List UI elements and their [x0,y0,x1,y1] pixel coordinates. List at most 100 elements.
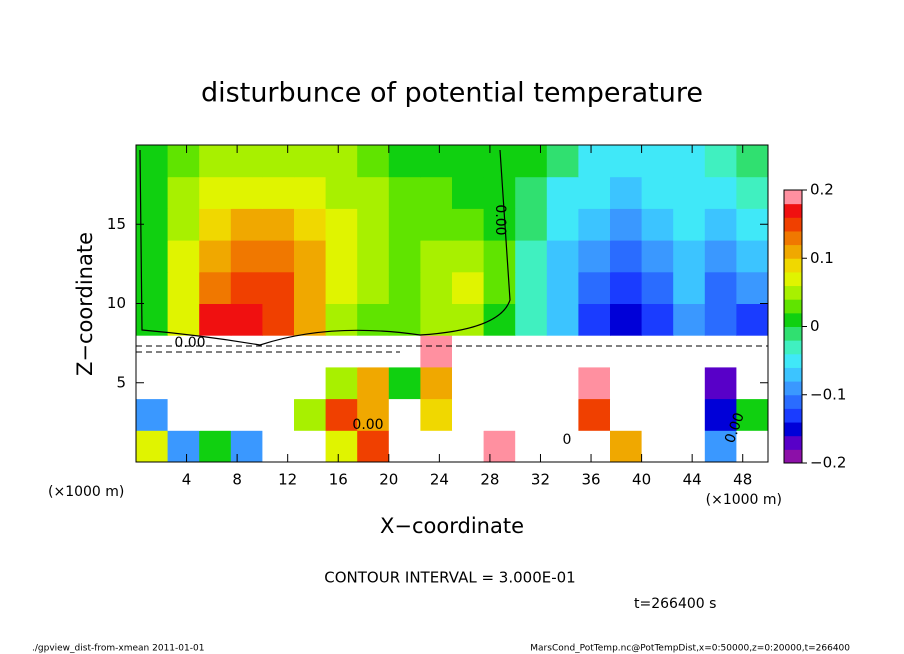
heatmap-cell [294,366,327,400]
heatmap-cell [483,145,516,178]
colorbar-segment [784,271,802,287]
colorbar-segment [784,367,802,382]
heatmap-cell [736,176,769,209]
heatmap-cell [357,271,390,304]
colorbar-segment [784,190,802,205]
heatmap-cell [420,303,453,336]
heatmap-cell [515,430,548,463]
heatmap-cell [388,303,421,336]
heatmap-cell [641,303,674,336]
heatmap-cell [704,303,737,336]
heatmap-cell [610,176,643,209]
x-tick-label: 16 [329,471,348,489]
heatmap-cell [230,398,263,431]
heatmap-cell [230,208,263,241]
colorbar-segment [784,258,802,273]
heatmap-cell [641,145,674,178]
x-tick-label: 36 [581,471,600,489]
heatmap-cell [388,240,421,273]
heatmap-cell [388,398,421,431]
heatmap-cell [673,366,706,400]
colorbar-segment [784,408,802,423]
heatmap-cell [325,145,358,178]
heatmap-cell [452,271,485,304]
heatmap-cell [167,271,200,304]
heatmap-cell [610,335,643,368]
heatmap-cell [515,303,548,336]
heatmap-cell [578,303,611,336]
heatmap-cell [704,271,737,304]
heatmap-cell [736,335,769,368]
heatmap-cell [294,145,327,178]
heatmap-cell [262,398,295,431]
heatmap-cell [641,335,674,368]
heatmap-cell [294,208,327,241]
y-axis-label: Z−coordinate [73,232,97,376]
heatmap-cell [452,176,485,209]
heatmap-cell [578,145,611,178]
heatmap-cell [546,366,579,400]
heatmap-cell [294,303,327,336]
heatmap-cell [388,176,421,209]
heatmap-cell [325,430,358,463]
heatmap-cell [294,176,327,209]
contour-line [139,149,511,346]
heatmap-cell [420,208,453,241]
overlay: 4 8 12 16 20 24 28 32 36 40 44 4851015−0.2−0.100.10… [107,144,846,489]
heatmap-cell [199,240,232,273]
heatmap-cell [357,145,390,178]
heatmap-cell [420,398,453,431]
heatmap-cell [483,398,516,431]
heatmap-cell [388,430,421,463]
colorbar-segment [784,435,802,450]
heatmap-cell [610,366,643,400]
heatmap-cell [230,335,263,368]
heatmap-cell [641,366,674,400]
heatmap-cell [704,366,737,400]
heatmap-cell [167,176,200,209]
heatmap-cell [704,208,737,241]
heatmap-cell [546,240,579,273]
heatmap-cell [673,271,706,304]
heatmap-cell [483,240,516,273]
heatmap-cell [578,176,611,209]
heatmap-cell [610,240,643,273]
heatmap-cell [546,145,579,178]
heatmap-cell [546,335,579,368]
colorbar-segment [784,299,802,314]
heatmap-cell [704,430,737,463]
heatmap-cell [199,303,232,336]
heatmap-cell [136,335,169,368]
heatmap-cell [262,303,295,336]
x-tick-label: 12 [278,471,297,489]
heatmap-cell [262,271,295,304]
y-tick-label: 5 [116,373,126,391]
heatmap-cell [262,240,295,273]
heatmap-cell [515,398,548,431]
heatmap-cell [167,398,200,431]
heatmap-cell [199,208,232,241]
heatmap-cell [452,398,485,431]
time-label: t=266400 s [634,596,716,612]
heatmap-cell [578,398,611,431]
heatmap-cell [704,398,737,431]
heatmap-cell [673,176,706,209]
heatmap-cell [420,176,453,209]
heatmap-cell [578,240,611,273]
heatmap-cell [641,430,674,463]
heatmap-cell [515,240,548,273]
heatmap-cell [167,303,200,336]
contour-label: 0.00 [492,204,508,235]
heatmap-cell [199,366,232,400]
heatmap-cell [610,271,643,304]
heatmap-cell [230,430,263,463]
heatmap-cell [199,430,232,463]
heatmap-cell [641,208,674,241]
heatmap-cell [736,271,769,304]
heatmap-cell [230,145,263,178]
heatmap-cell [736,430,769,463]
heatmap-cell [546,303,579,336]
heatmap-cell [736,303,769,336]
heatmap-cell [294,430,327,463]
y-tick-label: 15 [107,215,126,233]
